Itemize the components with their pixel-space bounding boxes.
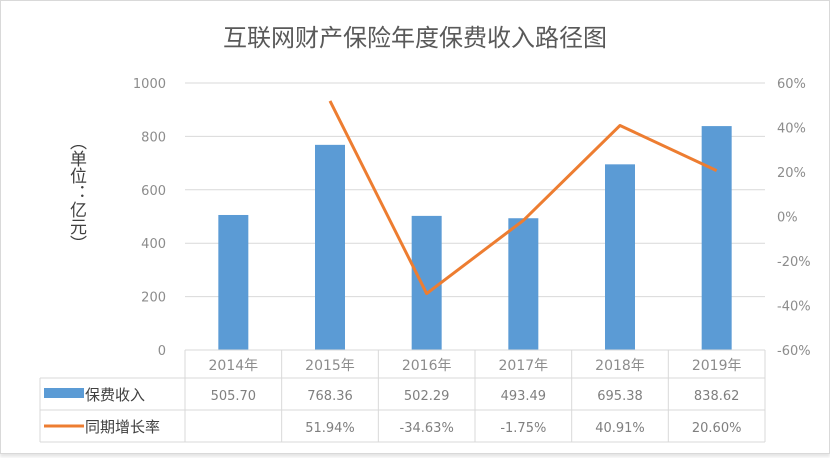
data-label: 502.29 (404, 389, 450, 404)
category-label: 2015年 (305, 358, 355, 374)
left-tick-label: 200 (141, 291, 166, 306)
data-label: 505.70 (211, 389, 257, 404)
legend-swatch-bar (44, 388, 84, 398)
category-label: 2018年 (595, 358, 645, 374)
bar (605, 164, 635, 350)
left-tick-label: 800 (141, 130, 166, 145)
left-tick-label: 400 (141, 237, 166, 252)
legend-label: 保费收入 (85, 386, 145, 404)
data-label: -1.75% (500, 421, 546, 436)
bar (701, 126, 732, 350)
left-tick-label: 600 (141, 184, 166, 199)
category-label: 2019年 (692, 358, 742, 374)
chart-title: 互联网财产保险年度保费收入路径图 (223, 24, 607, 52)
left-tick-label: 0 (158, 344, 166, 359)
right-tick-label: -40% (777, 300, 811, 315)
left-tick-label: 1000 (133, 77, 166, 92)
data-label: 838.62 (694, 389, 740, 404)
right-tick-label: 0% (777, 211, 798, 226)
right-tick-label: -20% (777, 255, 811, 270)
bar (218, 214, 249, 350)
category-label: 2017年 (499, 358, 549, 374)
legend-label: 同期增长率 (85, 418, 160, 436)
data-label: 20.60% (692, 421, 742, 436)
data-label: 51.94% (305, 421, 355, 436)
data-label: 493.49 (501, 389, 547, 404)
growth-rate-line (328, 100, 718, 296)
data-label: 695.38 (597, 389, 643, 404)
data-label: -34.63% (400, 421, 454, 436)
bar (315, 144, 345, 350)
right-tick-label: 40% (777, 122, 806, 137)
data-label: 768.36 (307, 389, 353, 404)
category-label: 2016年 (402, 358, 452, 374)
y-axis-label: （单位：亿元） (66, 133, 87, 252)
right-tick-label: 60% (777, 77, 806, 92)
category-label: 2014年 (209, 358, 259, 374)
bar (508, 218, 539, 350)
bar (411, 215, 442, 350)
data-label: 40.91% (595, 421, 645, 436)
right-tick-label: 20% (777, 166, 806, 181)
right-tick-label: -60% (777, 344, 811, 359)
